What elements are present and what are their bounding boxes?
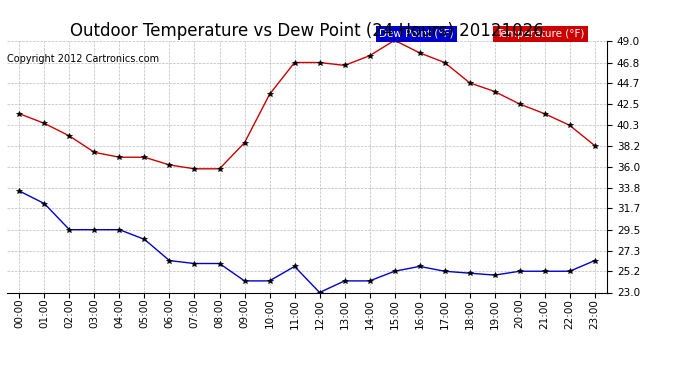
Text: Copyright 2012 Cartronics.com: Copyright 2012 Cartronics.com [7, 54, 159, 64]
Text: Temperature (°F): Temperature (°F) [496, 29, 584, 39]
Text: Dew Point (°F): Dew Point (°F) [379, 29, 453, 39]
Title: Outdoor Temperature vs Dew Point (24 Hours) 20121026: Outdoor Temperature vs Dew Point (24 Hou… [70, 22, 544, 40]
